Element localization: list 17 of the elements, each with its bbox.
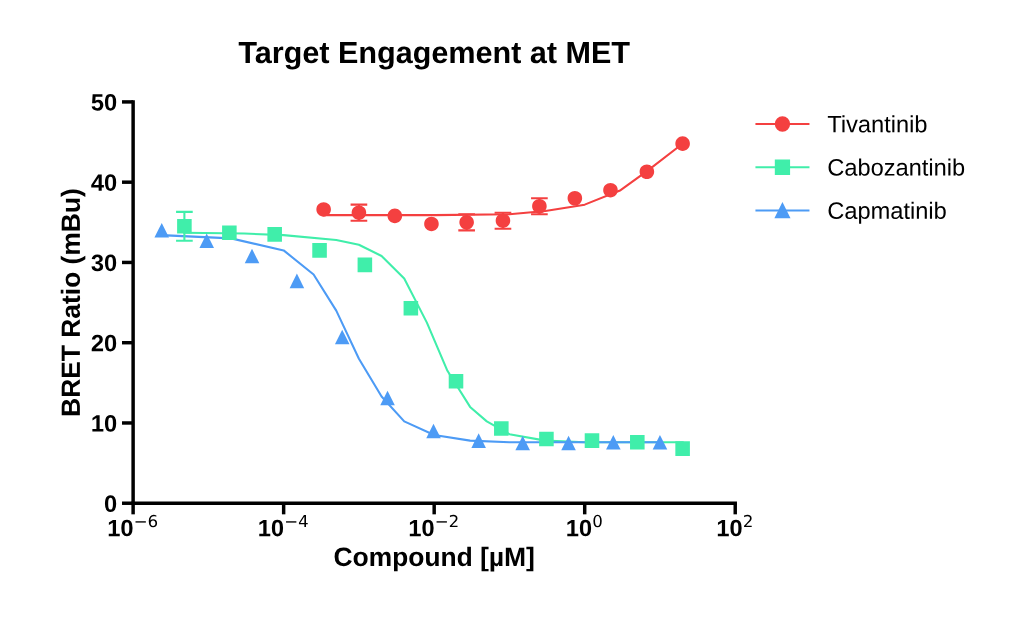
y-axis-title: BRET Ratio (mBu) <box>60 189 86 416</box>
y-tick-label: 0 <box>104 495 117 513</box>
y-tick-label: 50 <box>91 93 117 111</box>
x-tick-label: 10$^{−4}$ <box>259 515 308 537</box>
x-tick-label: 10$^{2}$ <box>717 514 752 537</box>
legend-label: Cabozantinib <box>828 158 965 176</box>
x-tick-label: 10$^{0}$ <box>567 514 602 537</box>
legend-label: Capmatinib <box>828 201 946 224</box>
x-tick-label: 10$^{−6}$ <box>108 514 158 537</box>
x-axis-title: Compound [µM] <box>334 546 534 572</box>
y-tick-label: 20 <box>91 334 117 352</box>
legend-label: Tivantinib <box>827 115 927 133</box>
y-tick-label: 10 <box>92 415 117 432</box>
x-tick-label: 10$^{−2}$ <box>409 514 458 537</box>
chart-title: Target Engagement at MET <box>238 42 630 70</box>
y-tick-label: 40 <box>91 174 117 191</box>
y-tick-label: 30 <box>91 254 117 272</box>
